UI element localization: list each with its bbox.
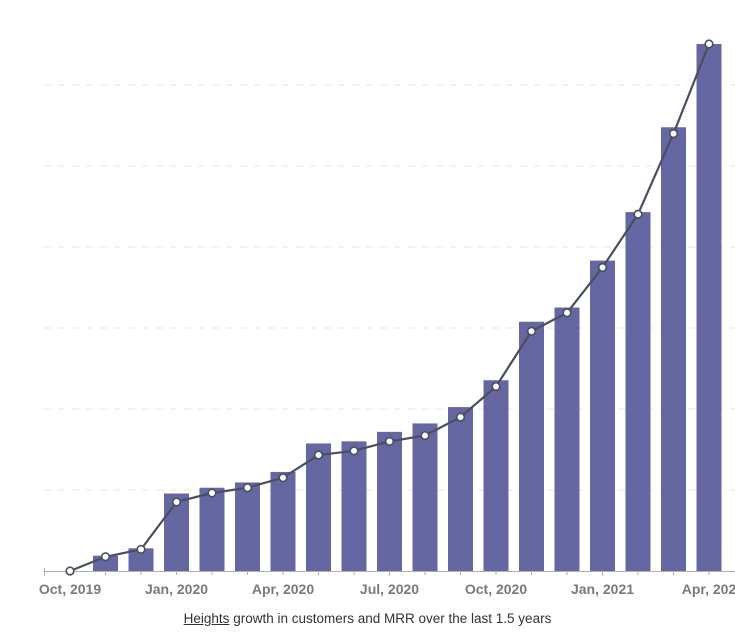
line-marker-13 — [526, 326, 537, 336]
bar-7 — [306, 443, 331, 571]
bar-12 — [483, 380, 509, 571]
line-marker-5 — [242, 483, 253, 493]
line-marker-8 — [349, 446, 359, 456]
bar-5 — [235, 482, 260, 571]
x-tick-label-4: Oct, 2020 — [465, 581, 527, 597]
line-marker-18 — [704, 39, 714, 49]
line-marker-7 — [313, 450, 324, 460]
x-tick-label-2: Apr, 2020 — [252, 581, 314, 597]
x-tick-label-6: Apr, 202 — [682, 581, 735, 597]
bar-17 — [661, 127, 686, 572]
grid-lines — [44, 84, 735, 491]
x-tick-label-5: Jan, 2021 — [571, 581, 634, 597]
bar-series — [93, 44, 722, 572]
line-marker-10 — [420, 430, 430, 441]
bar-2 — [128, 548, 154, 571]
x-tick-label-3: Jul, 2020 — [360, 581, 419, 597]
line-marker-4 — [207, 488, 217, 498]
bar-16 — [625, 212, 651, 571]
line-markers — [65, 39, 714, 576]
caption-text: growth in customers and MRR over the las… — [229, 611, 552, 626]
line-marker-3 — [171, 497, 182, 507]
line-marker-17 — [668, 128, 679, 139]
chart-caption: Heights growth in customers and MRR over… — [0, 611, 735, 626]
line-marker-6 — [278, 473, 288, 483]
line-marker-14 — [562, 308, 572, 318]
bar-4 — [199, 487, 225, 571]
x-tick-label-1: Jan, 2020 — [145, 581, 208, 597]
bar-15 — [590, 260, 615, 571]
line-marker-16 — [633, 209, 643, 219]
bar-8 — [341, 441, 367, 571]
x-tick-labels: Oct, 2019 Jan, 2020 Apr, 2020 Jul, 2020 Oct,… — [39, 581, 735, 597]
x-tick-label-0: Oct, 2019 — [39, 581, 101, 597]
line-marker-15 — [597, 262, 608, 273]
bar-10 — [412, 423, 438, 571]
line-marker-11 — [455, 412, 466, 422]
line-marker-2 — [136, 544, 146, 554]
bar-6 — [270, 471, 296, 571]
caption-link[interactable]: Heights — [183, 611, 230, 626]
bar-18 — [696, 44, 722, 571]
line-marker-1 — [100, 552, 111, 562]
line-marker-0 — [65, 566, 75, 576]
bar-14 — [554, 307, 580, 571]
bar-11 — [448, 407, 473, 571]
bar-13 — [519, 321, 544, 571]
growth-chart: Oct, 2019 Jan, 2020 Apr, 2020 Jul, 2020 Oct,… — [39, 39, 735, 597]
line-marker-12 — [491, 381, 501, 392]
bar-9 — [377, 431, 402, 571]
line-marker-9 — [384, 436, 395, 446]
